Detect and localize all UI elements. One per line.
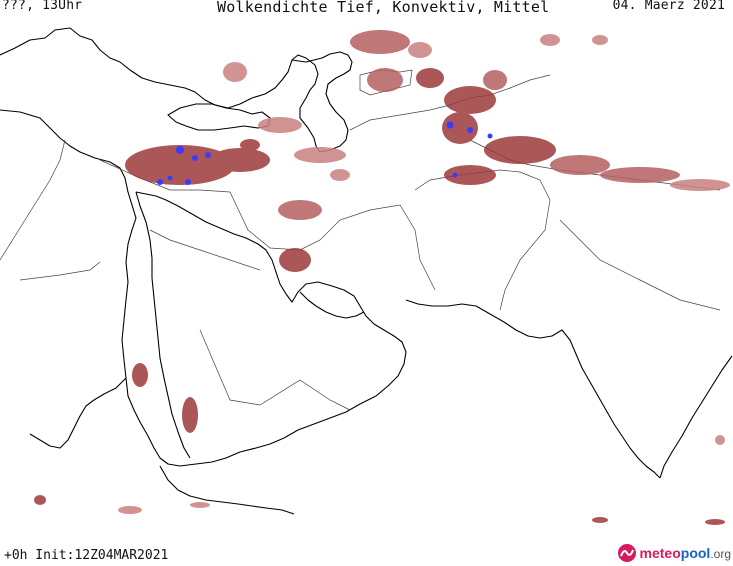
location-time-label: ???, 13Uhr (2, 0, 83, 13)
convective-cells (157, 121, 493, 185)
map-date: 04. Maerz 2021 (612, 0, 725, 13)
logo-text: meteopool.org (640, 545, 731, 561)
meteopool-logo[interactable]: meteopool.org (617, 542, 731, 564)
logo-text-org: .org (710, 547, 731, 561)
logo-text-meteo: meteo (639, 545, 681, 561)
country-borders (0, 69, 721, 411)
meteopool-logo-icon (617, 544, 636, 562)
map-title: Wolkendichte Tief, Konvektiv, Mittel (217, 0, 550, 16)
run-info-label: +0h Init:12Z04MAR2021 (4, 548, 169, 563)
coastlines (0, 27, 733, 515)
cloud-density-layer (34, 30, 730, 525)
logo-text-pool: pool (680, 545, 711, 561)
